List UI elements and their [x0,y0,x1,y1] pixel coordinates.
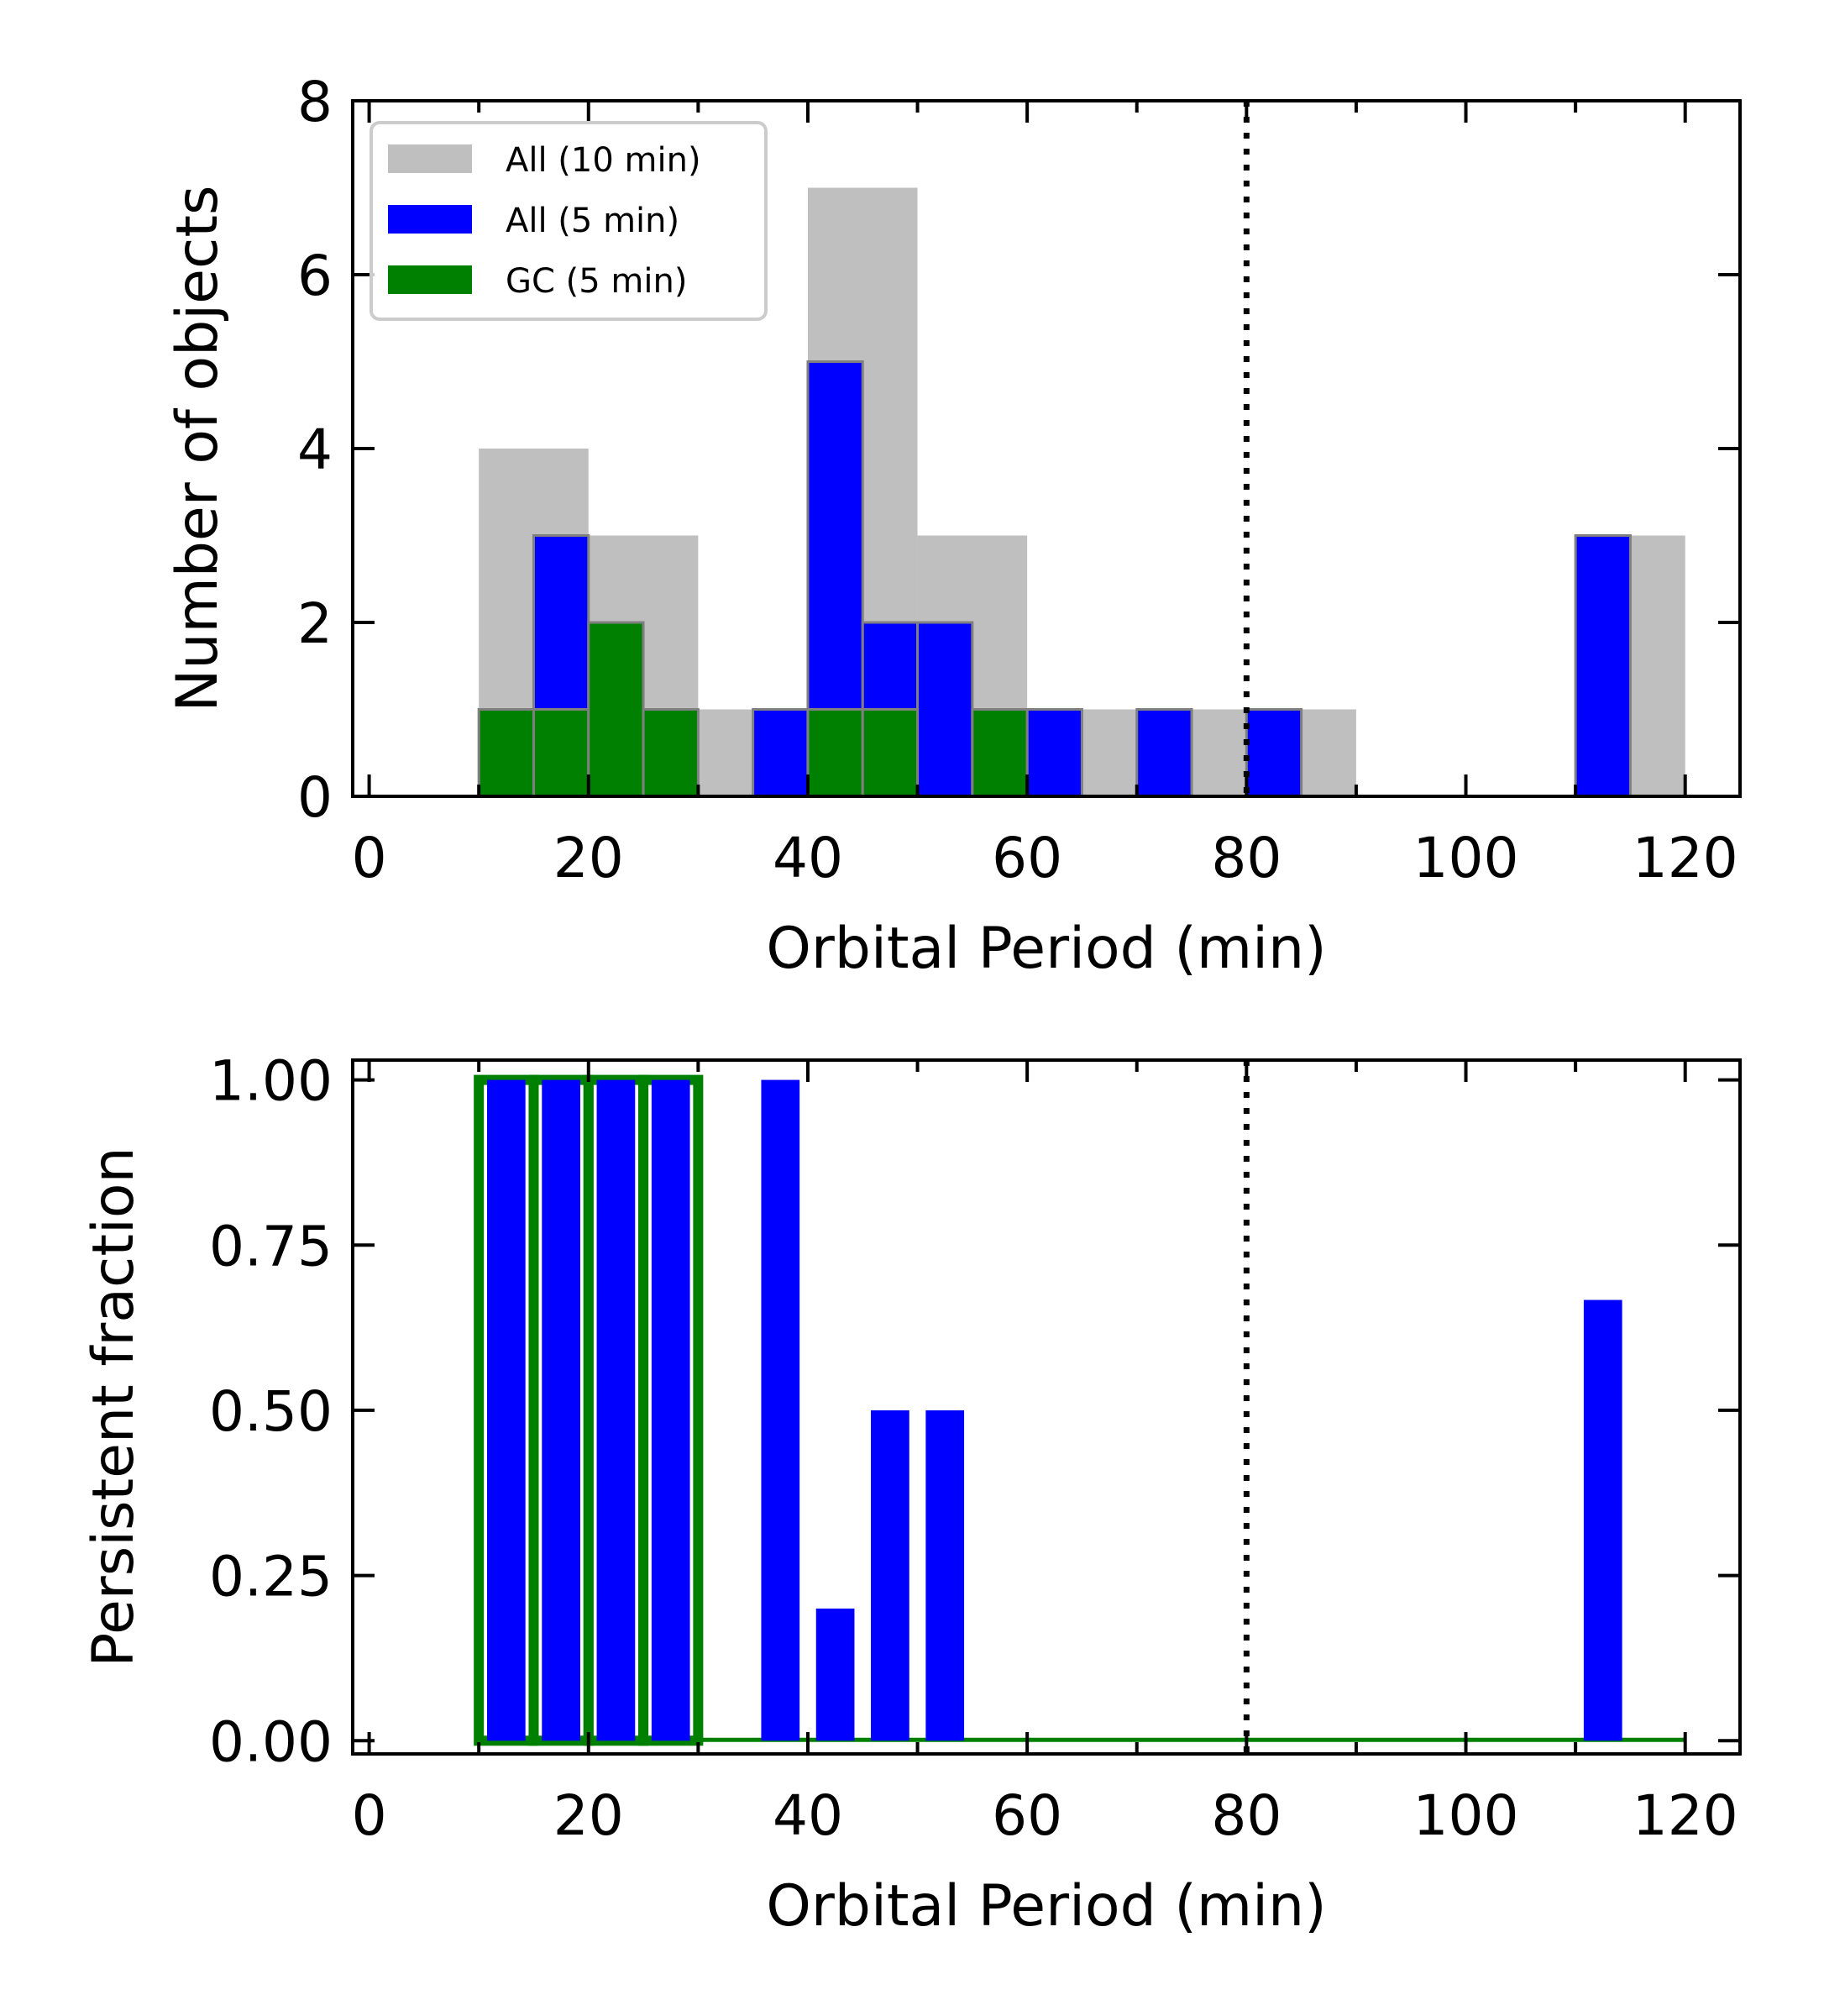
y-tick-label: 2 [297,591,333,656]
x-tick-label: 20 [553,826,624,890]
bar-all-5-min-110 [1583,1299,1622,1741]
bar-gc-5-min-40 [806,708,864,798]
bar-all-5-min-10 [486,1079,526,1741]
legend-label: All (5 min) [506,202,679,240]
y-tick-label: 0 [297,765,333,830]
x-tick-label: 40 [773,1783,843,1848]
bar-all-5-min-80 [1245,708,1303,798]
y-axis-label: Persistent fraction [81,1147,147,1667]
bar-all-5-min-50 [916,621,974,798]
bar-all-5-min-40 [815,1608,855,1741]
x-tick-label: 100 [1413,1783,1519,1848]
y-tick-label: 0.75 [209,1214,333,1278]
x-tick-label: 40 [773,826,843,890]
bar-all-5-min-110 [1574,534,1632,798]
y-tick-label: 0.50 [209,1379,333,1444]
bar-all-5-min-35 [752,708,810,798]
bar-gc-5-min-25 [642,708,700,798]
bar-gc-5-min-55 [971,708,1029,798]
bar-all-5-min-25 [651,1079,690,1741]
bar-all-5-min-15 [542,1079,580,1741]
x-tick-label: 0 [352,1783,387,1848]
x-tick-label: 120 [1633,826,1738,890]
bar-gc-5-min-20 [587,621,645,798]
x-tick-label: 80 [1211,1783,1282,1848]
bar-all-5-min-70 [1135,708,1193,798]
bar-all-5-min-45 [871,1410,909,1741]
top-panel: 0 20 40 60 80 100 120 0 2 4 6 8 Orbital Period (min)… [165,70,1742,982]
bar-all-5-min-50 [925,1410,965,1741]
y-tick-label: 6 [297,244,333,308]
legend-label: All (10 min) [506,141,701,180]
x-axis-label: Orbital Period (min) [766,1873,1326,1940]
bar-all-5-min-20 [596,1079,636,1741]
bottom-panel: 0 20 40 60 80 100 120 0.00 0.25 0.50 0.75 1.00 Orbit… [81,1049,1742,1940]
x-tick-label: 100 [1413,826,1519,890]
bar-gc-5-min-10 [477,708,535,798]
x-tick-label: 60 [992,1783,1062,1848]
legend-swatch [388,205,472,234]
legend-swatch [388,265,472,294]
y-tick-label: 0.00 [209,1709,333,1774]
x-tick-label: 120 [1633,1783,1738,1848]
legend-label: GC (5 min) [506,262,687,301]
legend-swatch [388,144,472,173]
x-tick-label: 20 [553,1783,624,1848]
x-tick-label: 60 [992,826,1062,890]
y-axis-label: Number of objects [165,186,231,712]
legend: All (10 min) All (5 min) GC (5 min) [370,121,768,321]
bar-gc-5-min-15 [532,708,590,798]
bar-all-5-min-35 [761,1079,800,1741]
x-tick-label: 0 [352,826,387,890]
x-axis-label: Orbital Period (min) [766,916,1326,982]
y-tick-label: 4 [297,417,333,482]
x-tick-label: 80 [1211,826,1282,890]
bar-all-5-min-60 [1025,708,1083,798]
y-tick-label: 1.00 [209,1049,333,1114]
axes-frame [351,1058,1742,1756]
y-tick-label: 0.25 [209,1545,333,1609]
bar-gc-5-min-45 [861,708,920,798]
y-tick-label: 8 [297,70,333,134]
